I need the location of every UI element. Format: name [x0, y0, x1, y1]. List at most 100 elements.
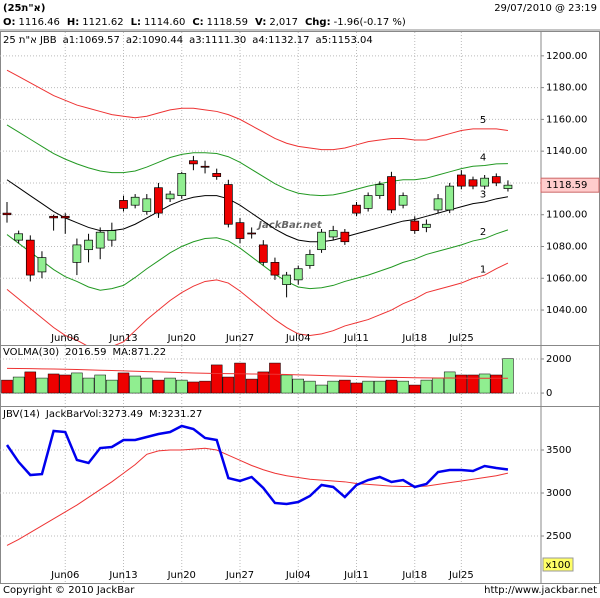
panel-title: JBV(14) — [2, 409, 40, 420]
volume-bar — [24, 371, 37, 394]
volume-bar — [82, 377, 95, 394]
band-label: 4 — [480, 152, 486, 163]
x-tick-label: Jul18 — [401, 333, 427, 344]
volume-bar — [59, 374, 71, 394]
candle-body — [293, 268, 303, 281]
volume-bar — [432, 377, 444, 394]
candle-body — [177, 173, 187, 196]
candle-body — [468, 179, 478, 187]
volume-bar — [257, 371, 270, 394]
unit-label: x100 — [545, 560, 570, 571]
legend-item: a5:1153.04 — [316, 35, 373, 46]
legend-item: MA:871.22 — [112, 347, 166, 358]
volume-bar — [292, 378, 304, 394]
candle-body — [107, 230, 117, 241]
candle-body — [433, 198, 443, 211]
stat-label: H: — [67, 17, 79, 28]
volume-bar — [362, 380, 374, 394]
volume-bar — [502, 358, 514, 394]
legend-item: 25 א"ת JBB — [3, 35, 57, 46]
volume-bar — [234, 362, 246, 394]
volume-bar — [71, 372, 83, 394]
legend-item: a4:1132.17 — [252, 35, 309, 46]
x-tick-label: Jul11 — [343, 570, 369, 581]
candle-body — [142, 198, 152, 212]
volume-bar — [420, 379, 433, 394]
candle-body — [130, 196, 140, 206]
y-tick-label: 1160.00 — [546, 114, 587, 125]
stat-value: 1118.59 — [207, 17, 248, 28]
candle-body — [84, 239, 93, 251]
candle-body — [247, 232, 256, 235]
candle-body — [95, 231, 105, 249]
series-line — [6, 262, 509, 345]
candle-body — [317, 231, 326, 251]
volume-bar — [478, 373, 491, 394]
volume-bar — [304, 380, 316, 394]
stat-value: 2,017 — [269, 17, 298, 28]
band-label: 1 — [480, 264, 486, 275]
legend-item: M:3231.27 — [149, 409, 202, 420]
volume-bar — [269, 362, 281, 394]
volume-bar — [129, 375, 141, 394]
volume-bar — [350, 382, 363, 394]
copyright: Copyright © 2010 JackBar — [3, 585, 135, 596]
candle-body — [224, 184, 233, 225]
volume-bar — [47, 373, 60, 394]
volume-bar — [339, 379, 351, 394]
band-label: 2 — [480, 227, 486, 238]
candle-body — [328, 230, 338, 238]
x-tick-label: Jun27 — [225, 570, 254, 581]
volume-bar — [152, 379, 165, 394]
candle-body — [282, 274, 291, 285]
candle-body — [375, 184, 385, 196]
legend-item: a3:1111.30 — [189, 35, 246, 46]
volume-bar — [490, 374, 503, 394]
url: http://www.jackbar.net — [484, 585, 597, 596]
volume-bar — [409, 384, 421, 394]
series-line — [6, 447, 509, 546]
legend-item: a2:1090.44 — [126, 35, 183, 46]
volume-bar — [187, 381, 200, 394]
plot-area: JackBar.net — [0, 32, 541, 345]
candle-body — [363, 195, 373, 209]
candle-body — [398, 195, 408, 206]
stat-label: V: — [255, 17, 266, 28]
plot-area — [0, 407, 541, 582]
candle-body — [189, 160, 198, 165]
volume-bar — [327, 380, 339, 394]
volume-bar — [210, 364, 223, 394]
volume-bar — [94, 374, 106, 394]
legend-item: 2016.59 — [65, 347, 106, 358]
y-tick-label: 1060.00 — [546, 273, 587, 284]
candle-body — [72, 244, 82, 263]
x-tick-label: Jun13 — [108, 333, 137, 344]
x-tick-label: Jul25 — [448, 333, 474, 344]
y-tick-label: 2000 — [546, 354, 571, 365]
x-tick-label: Jun27 — [225, 333, 254, 344]
y-tick-label: 2500 — [546, 531, 571, 542]
candle-body — [352, 204, 361, 214]
x-tick-label: Jul04 — [285, 570, 311, 581]
y-tick-label: 1200.00 — [546, 51, 587, 62]
y-tick-label: 1100.00 — [546, 210, 587, 221]
candle-body — [235, 222, 245, 239]
series-line — [5, 424, 509, 506]
candle-body — [491, 176, 501, 184]
candle-body — [258, 244, 268, 263]
candle-body — [60, 215, 70, 219]
y-tick-label: 0 — [546, 388, 552, 399]
candle-body — [387, 176, 396, 211]
volume-bar — [176, 379, 188, 394]
datetime: 29/07/2010 @ 23:19 — [494, 3, 597, 14]
volume-bar — [385, 379, 398, 394]
candle-body — [14, 233, 23, 241]
volume-bar — [222, 376, 235, 394]
series-line — [6, 367, 508, 379]
x-tick-label: Jun06 — [50, 333, 79, 344]
candle-body — [2, 212, 12, 216]
symbol: (25א"ת) — [3, 3, 45, 14]
volume-bar — [106, 379, 118, 394]
stat-value: 1121.62 — [82, 17, 123, 28]
